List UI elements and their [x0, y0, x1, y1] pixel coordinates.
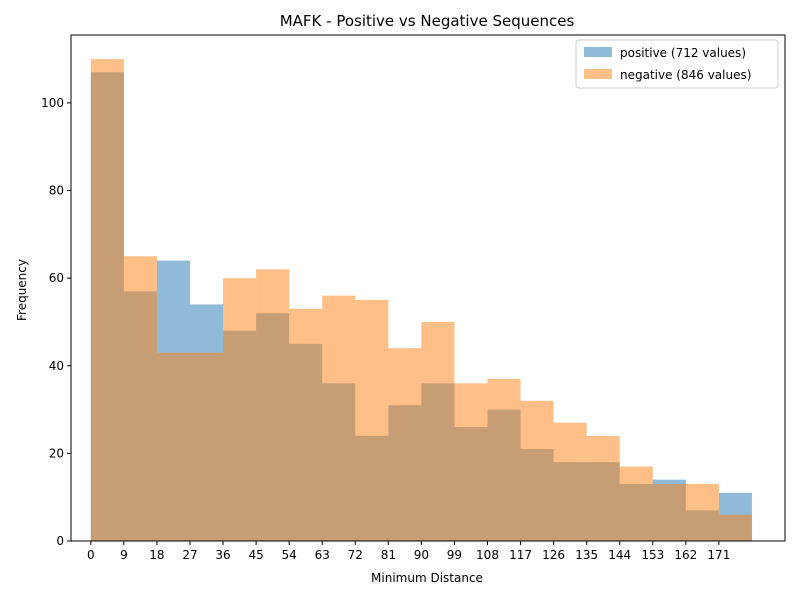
x-tick-label: 117: [509, 548, 532, 562]
y-tick-label: 60: [49, 271, 64, 285]
bar-negative-16: [619, 466, 653, 541]
bar-negative-19: [718, 514, 752, 541]
x-tick-label: 162: [674, 548, 697, 562]
y-tick-label: 0: [56, 534, 64, 548]
x-tick-label: 144: [608, 548, 631, 562]
x-tick-label: 81: [381, 548, 396, 562]
x-tick-label: 63: [315, 548, 330, 562]
y-tick-label: 100: [41, 96, 64, 110]
bar-negative-12: [487, 378, 521, 541]
bar-negative-9: [388, 348, 422, 541]
y-tick-label: 20: [49, 446, 64, 460]
bar-negative-5: [256, 269, 290, 541]
bar-negative-14: [553, 422, 587, 541]
bar-negative-2: [156, 352, 190, 541]
x-tick-label: 108: [476, 548, 499, 562]
x-tick-label: 9: [120, 548, 128, 562]
x-tick-label: 153: [641, 548, 664, 562]
bar-negative-0: [90, 59, 124, 541]
x-axis-label: Minimum Distance: [371, 571, 483, 585]
y-tick-label: 40: [49, 359, 64, 373]
x-tick-label: 18: [149, 548, 164, 562]
bar-negative-7: [322, 295, 356, 541]
x-tick-label: 45: [248, 548, 263, 562]
bar-negative-11: [454, 383, 488, 541]
plot-frame: [70, 34, 786, 542]
y-axis-ticks: 0 20 40 60 80 100: [41, 96, 71, 548]
legend-swatch-positive: [584, 47, 612, 57]
legend-box: [575, 39, 779, 89]
bar-negative-15: [586, 435, 620, 541]
bar-negative-6: [289, 308, 323, 541]
x-tick-label: 0: [87, 548, 95, 562]
bar-negative-17: [652, 484, 686, 541]
y-tick-label: 80: [49, 184, 64, 198]
x-tick-label: 72: [348, 548, 363, 562]
legend: positive (712 values) negative (846 valu…: [575, 39, 779, 89]
x-tick-label: 126: [542, 548, 565, 562]
x-tick-label: 99: [447, 548, 462, 562]
bars-layer: [90, 59, 752, 541]
bar-negative-1: [123, 256, 157, 541]
bar-negative-8: [355, 300, 389, 541]
chart-title: MAFK - Positive vs Negative Sequences: [280, 12, 575, 30]
bar-negative-18: [685, 484, 719, 541]
legend-swatch-negative: [584, 69, 612, 79]
x-axis-ticks: 0 9 18 27 36 45 54 63 72 81 90 99 108 117 126 135 144 153…: [87, 541, 730, 562]
x-tick-label: 27: [182, 548, 197, 562]
x-tick-label: 90: [414, 548, 429, 562]
x-tick-label: 171: [707, 548, 730, 562]
x-tick-label: 54: [282, 548, 297, 562]
legend-label-negative: negative (846 values): [620, 68, 751, 82]
y-axis-label: Frequency: [15, 259, 29, 321]
legend-label-positive: positive (712 values): [620, 46, 746, 60]
x-tick-label: 135: [575, 548, 598, 562]
bar-negative-10: [421, 321, 455, 541]
x-tick-label: 36: [215, 548, 230, 562]
bar-negative-13: [520, 400, 554, 541]
bar-negative-3: [190, 352, 224, 541]
bar-negative-4: [223, 278, 257, 541]
